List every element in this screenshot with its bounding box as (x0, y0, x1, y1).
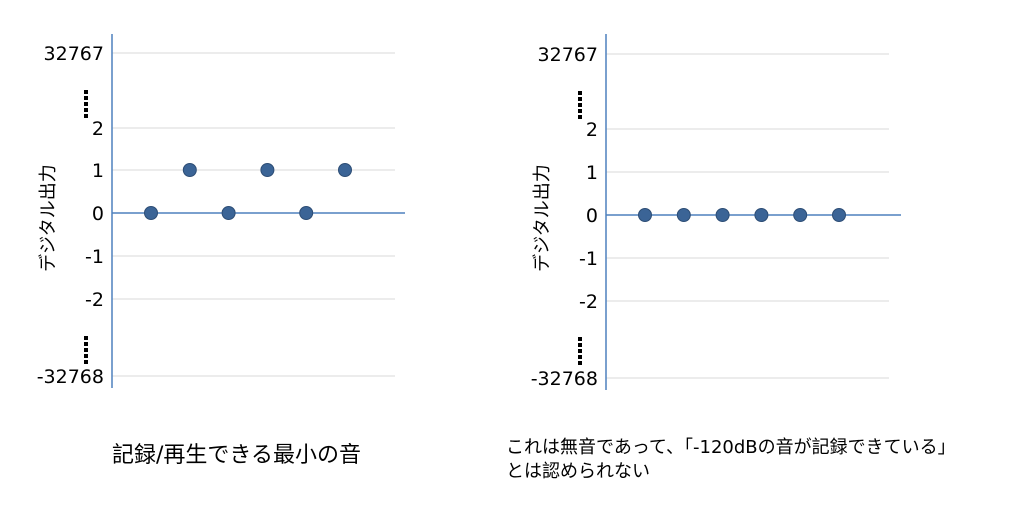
y-tick-label: 32767 (538, 44, 598, 66)
right-chart-caption: これは無音であって、「-120dBの音が記録できている」 とは認められない (506, 436, 956, 484)
data-point (715, 208, 730, 222)
y-tick-label: -2 (85, 289, 104, 311)
y-tick-label: 2 (586, 119, 598, 141)
break-dot (84, 336, 88, 340)
break-dot (84, 90, 88, 94)
break-dot (578, 109, 582, 113)
data-point (221, 206, 236, 220)
data-point (832, 208, 846, 222)
data-point (754, 208, 769, 222)
y-axis-label: デジタル出力 (38, 164, 59, 272)
y-tick-label: -1 (579, 248, 598, 270)
data-point (338, 163, 352, 177)
y-tick-label: 1 (92, 160, 104, 182)
break-dot (578, 343, 582, 347)
y-tick-label: 2 (92, 118, 104, 140)
y-tick-label: 0 (92, 203, 104, 225)
break-dot (578, 91, 582, 95)
y-tick-label: -2 (579, 291, 598, 313)
y-tick-label: 0 (586, 205, 598, 227)
data-point (260, 163, 275, 177)
break-dot (84, 108, 88, 112)
y-tick-label: 1 (586, 162, 598, 184)
break-dot (84, 348, 88, 352)
break-dot (578, 103, 582, 107)
break-dot (84, 360, 88, 364)
data-point (299, 206, 314, 220)
right-caption-line-2: とは認められない (506, 461, 650, 482)
break-dot (578, 337, 582, 341)
chart-1: 32767 2 1 0 -1 -2 -32768 デジタル出力 (37, 34, 405, 388)
left-chart-caption: 記録/再生できる最小の音 (112, 443, 361, 468)
axis-break-marker (578, 337, 582, 365)
right-caption-line-1: これは無音であって、「-120dBの音が記録できている」 (506, 437, 956, 458)
data-point (182, 163, 197, 177)
data-point (676, 208, 691, 222)
break-dot (578, 349, 582, 353)
break-dot (84, 96, 88, 100)
data-point (144, 206, 158, 220)
data-point (793, 208, 808, 222)
data-point (638, 208, 652, 222)
break-dot (578, 361, 582, 365)
chart-2: 32767 2 1 0 -1 -2 -32768 デジタル出力 (531, 34, 901, 390)
y-axis-label: デジタル出力 (532, 164, 553, 272)
break-dot (84, 342, 88, 346)
break-dot (84, 354, 88, 358)
break-dot (578, 355, 582, 359)
break-dot (84, 114, 88, 118)
axis-break-marker (84, 336, 88, 364)
axis-break-marker (84, 90, 88, 118)
break-dot (578, 97, 582, 101)
break-dot (84, 102, 88, 106)
y-tick-label: 32767 (44, 43, 104, 65)
break-dot (578, 115, 582, 119)
y-tick-label: -32768 (37, 366, 104, 388)
axis-break-marker (578, 91, 582, 119)
y-tick-label: -32768 (531, 368, 598, 390)
y-tick-label: -1 (85, 246, 104, 268)
